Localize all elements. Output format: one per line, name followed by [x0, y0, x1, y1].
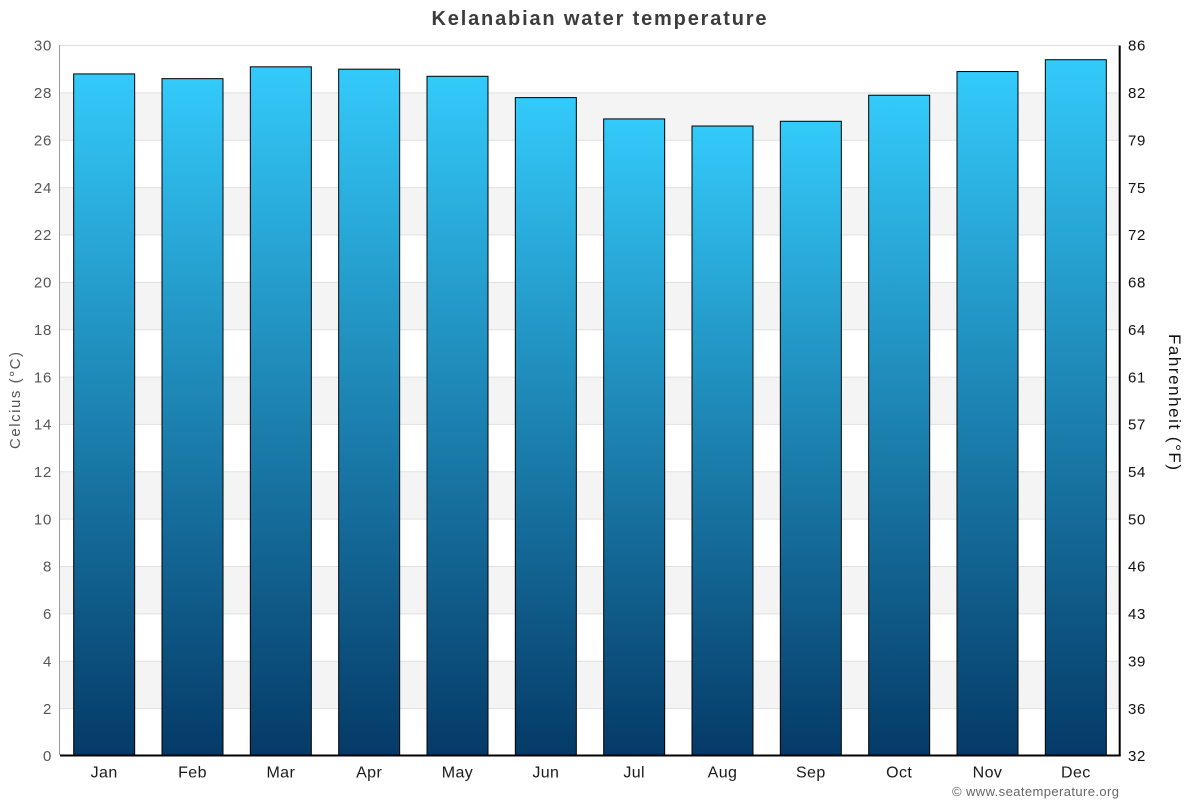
- svg-text:20: 20: [34, 275, 52, 292]
- svg-text:16: 16: [34, 369, 52, 386]
- svg-text:39: 39: [1128, 653, 1146, 670]
- svg-text:Oct: Oct: [886, 765, 912, 782]
- svg-text:Feb: Feb: [178, 765, 207, 782]
- svg-text:43: 43: [1128, 606, 1146, 623]
- svg-text:86: 86: [1128, 38, 1146, 55]
- svg-text:Jul: Jul: [623, 765, 645, 782]
- svg-text:32: 32: [1128, 748, 1146, 765]
- svg-text:© www.seatemperature.org: © www.seatemperature.org: [952, 784, 1119, 799]
- svg-text:10: 10: [34, 511, 52, 528]
- svg-text:12: 12: [34, 464, 52, 481]
- svg-text:Sep: Sep: [796, 765, 826, 782]
- svg-text:28: 28: [34, 85, 52, 102]
- svg-text:Dec: Dec: [1061, 765, 1091, 782]
- svg-text:64: 64: [1128, 322, 1146, 339]
- svg-text:75: 75: [1128, 180, 1146, 197]
- svg-text:79: 79: [1128, 132, 1146, 149]
- svg-text:24: 24: [34, 180, 52, 197]
- svg-text:0: 0: [43, 748, 52, 765]
- svg-text:Nov: Nov: [973, 765, 1003, 782]
- svg-text:82: 82: [1128, 85, 1146, 102]
- svg-text:May: May: [442, 765, 473, 782]
- svg-text:Kelanabian water temperature: Kelanabian water temperature: [432, 8, 767, 30]
- svg-text:54: 54: [1128, 464, 1146, 481]
- svg-text:26: 26: [34, 132, 52, 149]
- svg-text:57: 57: [1128, 417, 1146, 434]
- svg-text:Jun: Jun: [532, 765, 559, 782]
- svg-text:30: 30: [34, 38, 52, 55]
- svg-text:2: 2: [43, 701, 52, 718]
- svg-text:68: 68: [1128, 275, 1146, 292]
- svg-text:4: 4: [43, 653, 52, 670]
- svg-text:72: 72: [1128, 227, 1146, 244]
- svg-text:18: 18: [34, 322, 52, 339]
- svg-text:Apr: Apr: [356, 765, 382, 782]
- svg-text:Fahrenheit (°F): Fahrenheit (°F): [1165, 334, 1184, 470]
- svg-text:Mar: Mar: [266, 765, 295, 782]
- svg-text:14: 14: [34, 417, 52, 434]
- svg-text:Jan: Jan: [91, 765, 118, 782]
- svg-text:Celcius (°C): Celcius (°C): [7, 352, 24, 449]
- svg-text:50: 50: [1128, 511, 1146, 528]
- svg-text:36: 36: [1128, 701, 1146, 718]
- svg-text:8: 8: [43, 559, 52, 576]
- svg-text:6: 6: [43, 606, 52, 623]
- svg-text:22: 22: [34, 227, 52, 244]
- svg-text:61: 61: [1128, 369, 1146, 386]
- svg-text:46: 46: [1128, 559, 1146, 576]
- svg-text:Aug: Aug: [708, 765, 738, 782]
